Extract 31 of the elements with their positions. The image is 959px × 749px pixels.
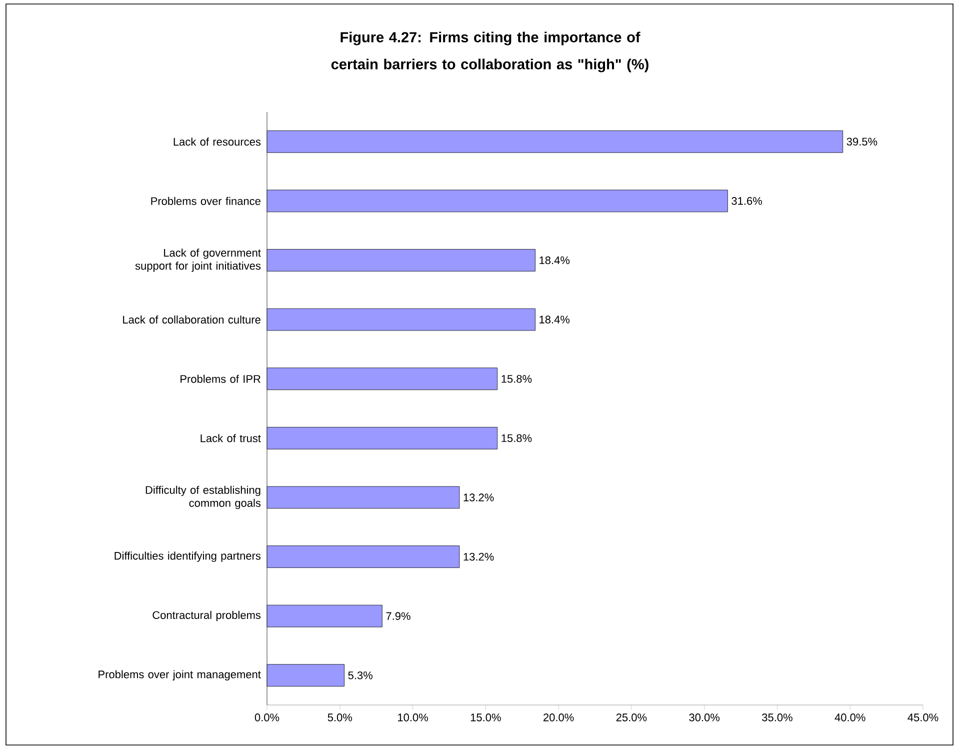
y-tick-label: Lack of trust	[200, 434, 261, 442]
data-label: 18.4%	[540, 316, 570, 324]
y-tick-label: Lack of collaboration culture	[123, 316, 260, 324]
y-tick-label: Lack of resources	[174, 138, 261, 146]
y-tick-label: Problems of IPR	[180, 374, 260, 383]
x-tick-label: 0.0%	[254, 714, 280, 722]
data-label: 15.8%	[502, 374, 532, 383]
data-label: 13.2%	[464, 552, 494, 561]
data-label: 39.5%	[846, 138, 878, 146]
data-label: 15.8%	[502, 434, 532, 442]
y-tick-label: Problems over finance	[151, 196, 260, 205]
x-tick-label: 25.0%	[616, 714, 647, 722]
x-tick-label: 5.0%	[328, 714, 352, 722]
y-tick-label: Difficulties identifying partners	[114, 552, 261, 562]
chart-title: Figure 4.27: Firms citing the importance of certain barriers to collaboration as "high" (%)	[331, 32, 648, 72]
y-tick-label: Lack of government support for joint initiatives	[135, 248, 261, 272]
y-tick-label: Problems over joint management	[98, 670, 261, 680]
y-tick-label: Contractural problems	[152, 610, 261, 622]
data-label: 5.3%	[348, 671, 372, 680]
data-label: 18.4%	[540, 256, 570, 264]
y-tick-label: Difficulty of establishing common goals	[146, 486, 261, 510]
x-tick-label: 35.0%	[762, 714, 792, 722]
x-tick-label: 10.0%	[398, 714, 428, 722]
data-label: 13.2%	[464, 494, 494, 502]
data-label: 7.9%	[386, 612, 410, 620]
x-tick-label: 15.0%	[470, 714, 501, 722]
x-tick-label: 45.0%	[908, 714, 938, 722]
data-label: 31.6%	[732, 197, 762, 205]
x-tick-label: 20.0%	[544, 714, 574, 722]
x-tick-label: 30.0%	[689, 714, 720, 722]
x-tick-label: 40.0%	[834, 714, 866, 722]
